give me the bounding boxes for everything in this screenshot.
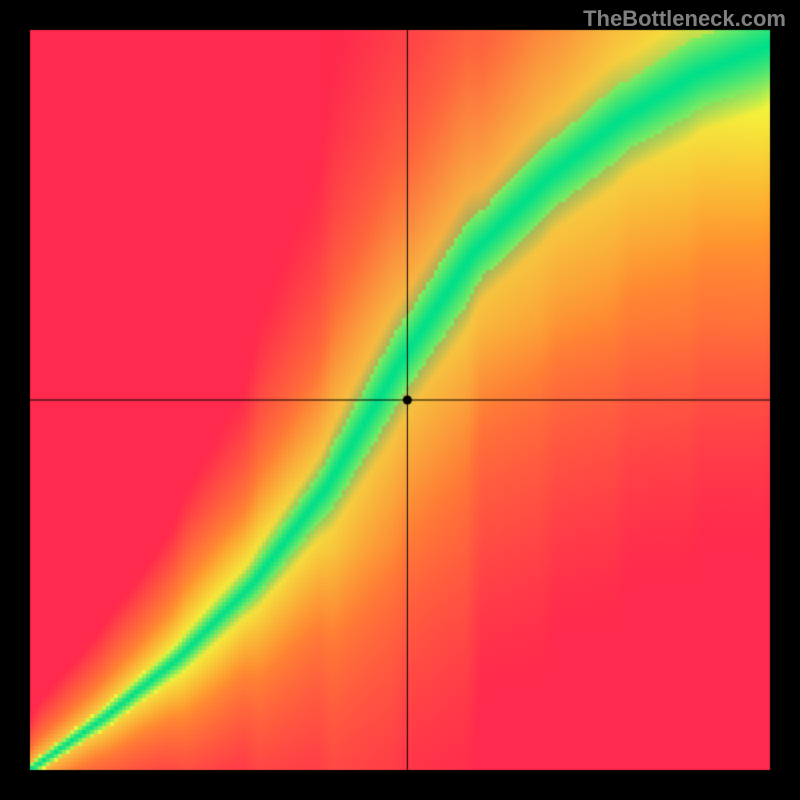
bottleneck-heatmap-canvas [0, 0, 800, 800]
watermark-text: TheBottleneck.com [583, 6, 786, 32]
